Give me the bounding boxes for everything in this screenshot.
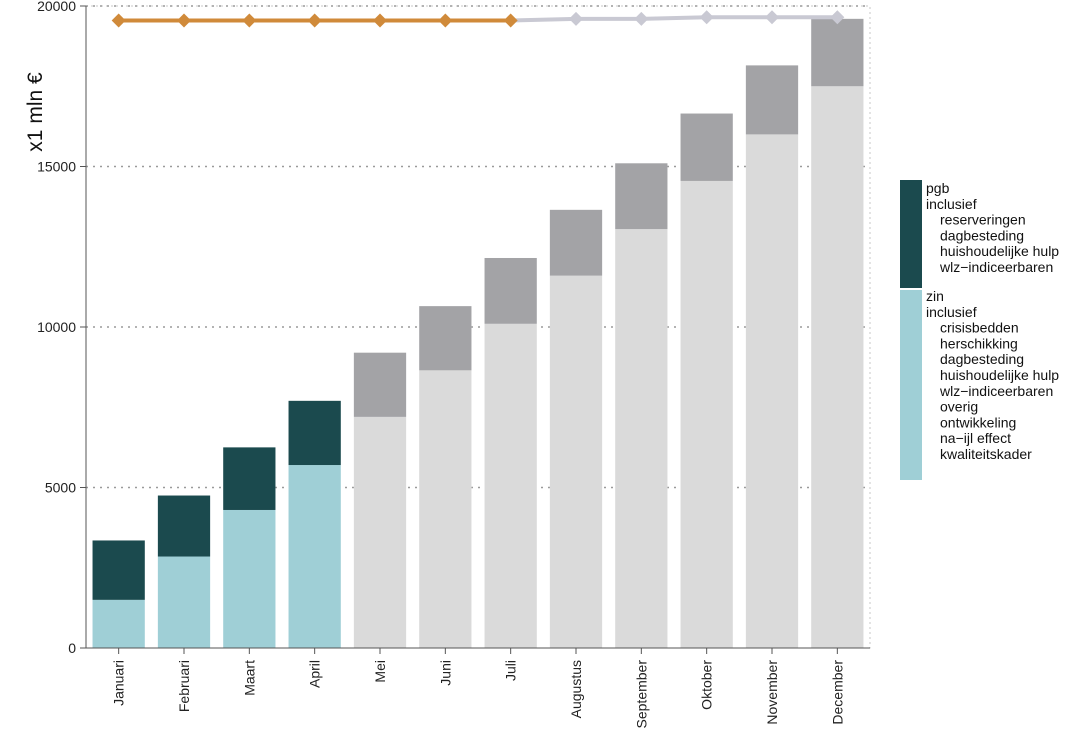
bar-zin [92,599,145,648]
legend-label-pgb: pgb [926,180,950,196]
bar-pgb [419,306,472,371]
budget-line-marker [111,13,126,28]
bar-pgb [615,163,668,230]
bar-pgb [288,400,341,466]
budget-line-marker [569,11,583,26]
y-tick-label: 5000 [45,480,76,496]
bars [92,18,864,648]
legend-label-pgb: dagbesteding [940,227,1024,243]
x-tick-label: Oktober [699,660,715,710]
x-tick-label: September [633,660,649,729]
budget-line-marker [699,10,714,25]
budget-line-forecast [510,15,838,23]
bar-pgb [92,540,145,600]
budget-line-marker [765,10,779,25]
bar-pgb [484,257,537,324]
y-tick-label: 20000 [37,0,76,14]
y-axis-title: x1 mln € [24,72,47,152]
bar-zin [615,229,668,648]
y-tick-label: 15000 [37,159,76,175]
x-tick-label: April [307,660,323,688]
x-tick-label: November [764,660,780,725]
budget-line-marker [242,13,257,28]
legend-label-zin: crisisbedden [940,320,1019,336]
bar-pgb [745,65,799,135]
legend-swatch-zin [900,290,922,480]
legend-label-pgb: wlz−indiceerbaren [939,259,1053,275]
bar-zin [811,86,864,648]
bar-zin [484,323,537,648]
x-tick-label: Augustus [568,660,584,718]
budget-line-marker [438,13,453,28]
legend-label-zin: ontwikkeling [940,414,1016,430]
budget-line-marker [373,13,387,28]
budget-line-marker [177,13,191,28]
legend-label-zin: na−ijl effect [940,430,1011,446]
bar-pgb [680,113,733,181]
legend-label-zin: inclusief [926,304,977,320]
legend-label-pgb: huishoudelijke hulp [940,243,1059,259]
y-tick-label: 0 [68,640,76,656]
bar-pgb [157,495,211,557]
bar-zin [419,370,472,648]
bar-pgb [353,352,407,417]
bar-zin [157,556,211,648]
legend: pgbinclusiefreserveringendagbestedinghui… [900,180,1059,480]
x-tick-label: December [829,660,845,725]
x-tick-label: Juli [503,660,519,681]
legend-label-zin: herschikking [940,335,1018,351]
legend-label-pgb: reserveringen [940,212,1026,228]
bar-zin [288,465,341,648]
legend-label-zin: kwaliteitskader [940,446,1032,462]
bar-pgb [223,447,276,510]
budget-line-marker [634,11,649,26]
budget-line-marker [503,13,518,28]
budget-line-marker [307,13,322,28]
legend-swatch-pgb [900,180,922,288]
x-tick-label: Februari [176,660,192,712]
bar-pgb [549,209,603,276]
budget-line [111,10,845,28]
legend-label-zin: dagbesteding [940,351,1024,367]
bar-zin [549,275,603,648]
bar-zin [680,180,733,648]
bar-zin [745,134,799,648]
budget-line-marker [830,10,845,25]
legend-label-zin: wlz−indiceerbaren [939,383,1053,399]
bar-pgb [811,18,864,87]
bar-zin [223,509,276,648]
legend-label-zin: huishoudelijke hulp [940,367,1059,383]
x-tick-label: Januari [111,660,127,706]
bar-zin [353,416,407,648]
x-tick-label: Maart [241,660,257,696]
x-tick-label: Juni [437,660,453,686]
axes: 0 5000 10000 15000 20000 Januari Februari Maart… [37,0,870,728]
y-tick-label: 10000 [37,319,76,335]
legend-label-zin: zin [926,288,944,304]
legend-label-zin: overig [940,399,978,415]
legend-label-pgb: inclusief [926,196,977,212]
x-tick-label: Mei [372,660,388,683]
